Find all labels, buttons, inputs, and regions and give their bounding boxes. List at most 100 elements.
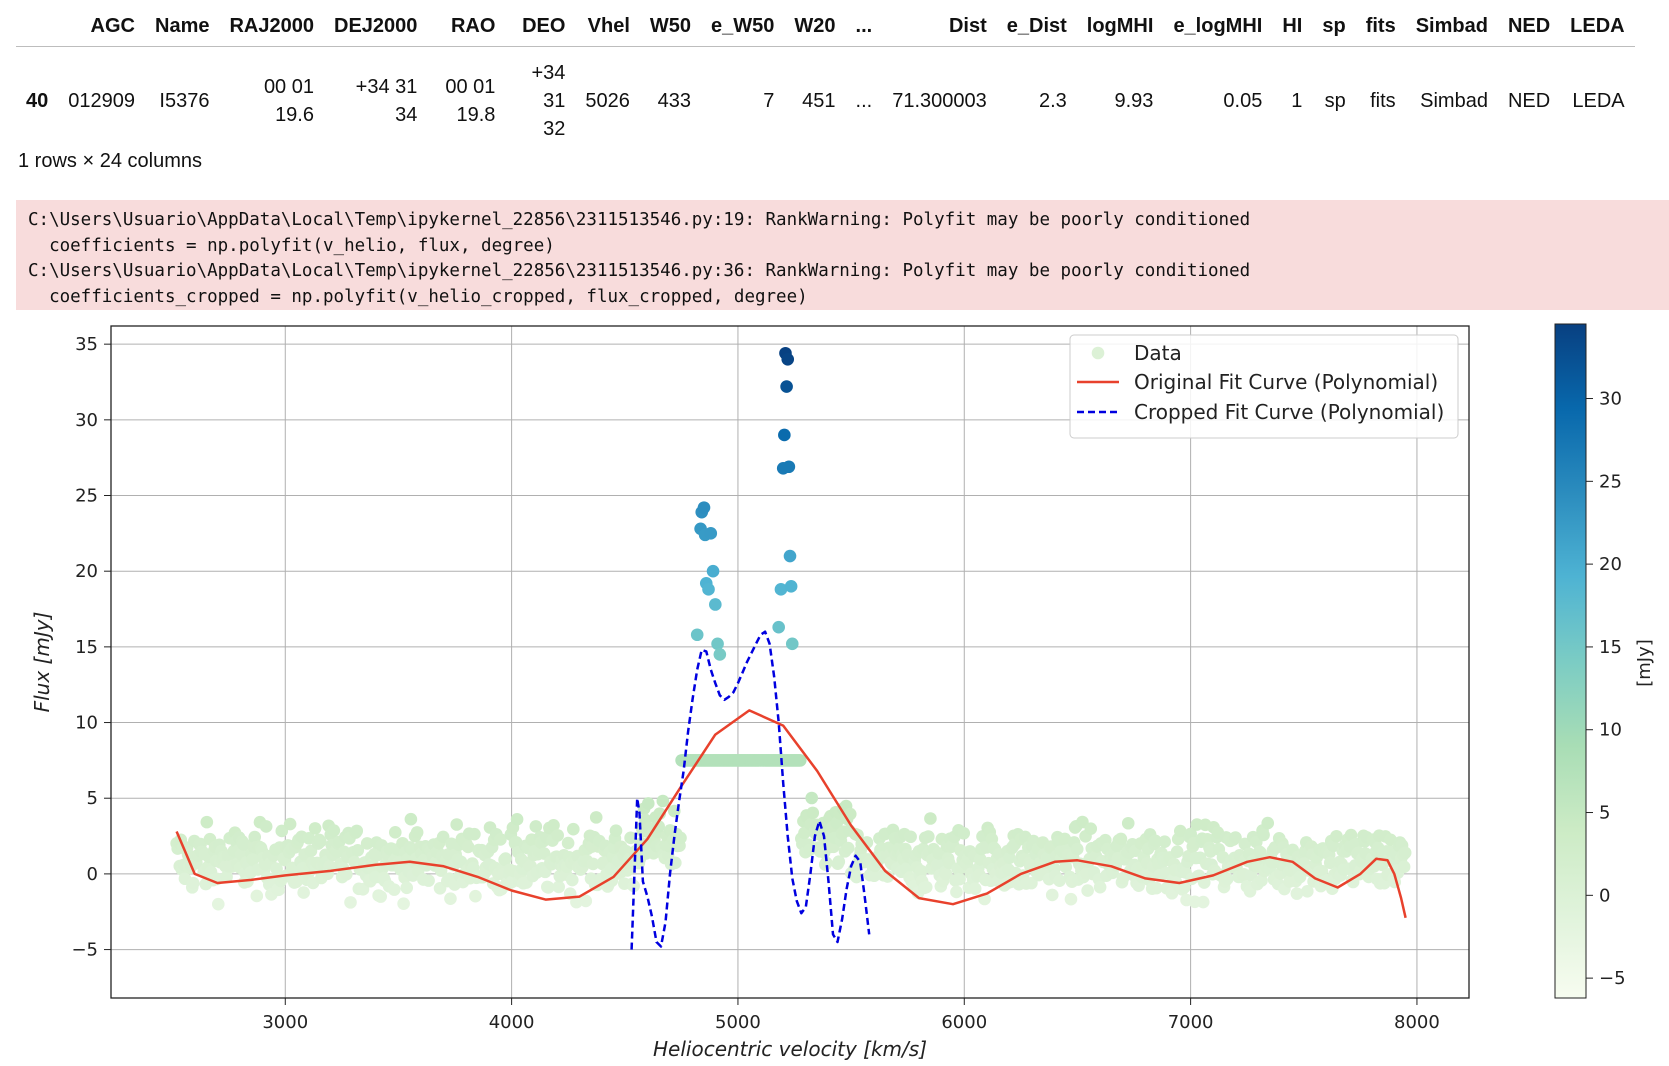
colorbar-tick-label: 5 xyxy=(1599,803,1610,824)
data-point xyxy=(1158,835,1171,848)
column-header: W20 xyxy=(784,0,846,47)
data-point xyxy=(248,830,262,844)
data-point xyxy=(1255,874,1268,887)
data-point xyxy=(499,852,512,865)
data-point xyxy=(351,843,365,857)
data-point xyxy=(529,820,543,833)
legend-label: Data xyxy=(1134,341,1182,365)
data-scatter xyxy=(170,346,1412,911)
data-point xyxy=(774,583,788,596)
column-header: e_Dist xyxy=(996,0,1077,47)
data-point xyxy=(781,352,795,366)
table-cell: 00 01 19.8 xyxy=(445,76,496,126)
data-point xyxy=(422,874,435,887)
data-point xyxy=(200,815,214,829)
data-point xyxy=(702,583,715,596)
legend-label: Original Fit Curve (Polynomial) xyxy=(1134,370,1438,394)
legend-label: Cropped Fit Curve (Polynomial) xyxy=(1134,400,1444,424)
column-header: ... xyxy=(845,0,883,47)
data-point xyxy=(1290,887,1304,900)
data-point xyxy=(1301,885,1314,898)
data-point xyxy=(314,835,327,848)
table-cell: 1 xyxy=(1291,90,1303,112)
data-point xyxy=(450,818,464,831)
column-header: sp xyxy=(1312,0,1356,47)
data-point xyxy=(567,822,580,836)
warning-line: C:\Users\Usuario\AppData\Local\Temp\ipyk… xyxy=(28,261,1251,281)
data-point xyxy=(919,880,933,894)
data-point xyxy=(561,836,575,850)
data-point xyxy=(468,827,481,841)
dataframe-table: AGC Name RAJ2000 DEJ2000 RAO DEO Vhel W50 e_W50 W… xyxy=(16,0,1635,155)
x-tick-label: 7000 xyxy=(1168,1012,1214,1033)
data-point xyxy=(344,896,357,909)
column-header: Dist xyxy=(882,0,997,47)
data-point xyxy=(290,875,303,889)
data-point xyxy=(914,864,928,878)
colorbar-tick-label: 10 xyxy=(1599,720,1622,741)
data-point xyxy=(1398,846,1412,860)
data-point xyxy=(709,598,722,611)
column-header: LEDA xyxy=(1560,0,1635,47)
data-point xyxy=(461,840,475,854)
original-fit-curve xyxy=(175,709,1407,919)
data-point xyxy=(259,820,273,833)
colorbar-tick-label: 30 xyxy=(1599,389,1622,410)
data-point xyxy=(830,816,844,830)
data-point xyxy=(778,428,791,442)
table-cell: 5026 xyxy=(585,90,630,112)
data-point xyxy=(444,892,457,905)
colorbar-tick-label: 0 xyxy=(1599,885,1610,906)
column-header: NED xyxy=(1497,0,1561,47)
data-point xyxy=(469,889,482,903)
y-tick-label: 0 xyxy=(87,864,98,885)
legend-box xyxy=(1069,334,1459,439)
colorbar-tick-label: 25 xyxy=(1599,471,1622,492)
data-point xyxy=(186,876,200,890)
data-point xyxy=(953,872,966,886)
data-point xyxy=(397,897,410,910)
data-point xyxy=(652,820,665,833)
data-point xyxy=(350,824,364,838)
data-point xyxy=(1220,872,1234,886)
data-point xyxy=(547,818,560,832)
data-point xyxy=(1170,845,1184,859)
data-point xyxy=(494,833,507,846)
x-axis-label: Heliocentric velocity [km/s] xyxy=(653,1037,927,1061)
column-header: DEO xyxy=(505,0,576,47)
table-cell: 7 xyxy=(763,90,775,112)
data-point xyxy=(832,855,846,868)
data-point xyxy=(1149,834,1162,848)
warning-line: coefficients_cropped = np.polyfit(v_heli… xyxy=(28,286,808,307)
data-point xyxy=(950,885,963,899)
colorbar-tick-label: 20 xyxy=(1599,554,1622,575)
data-point xyxy=(570,895,583,909)
data-point xyxy=(697,501,711,514)
data-point xyxy=(579,894,593,908)
cropped-fit-curve xyxy=(630,630,871,950)
table-cell: +34 31 32 xyxy=(531,62,566,140)
warning-output: C:\Users\Usuario\AppData\Local\Temp\ipyk… xyxy=(16,200,1669,310)
data-point xyxy=(881,870,895,883)
y-axis-ticks: −5 0 5 10 15 20 25 30 35 xyxy=(71,334,111,961)
data-point xyxy=(1229,831,1242,844)
data-point xyxy=(1173,824,1187,838)
data-point xyxy=(627,879,640,893)
data-point xyxy=(308,822,322,835)
x-tick-label: 8000 xyxy=(1394,1012,1440,1033)
data-point xyxy=(820,856,833,870)
data-point xyxy=(780,380,793,393)
data-point xyxy=(356,883,370,896)
data-point xyxy=(1025,876,1038,890)
data-point xyxy=(806,806,820,820)
table-cell: NED xyxy=(1507,90,1551,112)
data-point xyxy=(641,797,655,810)
data-point xyxy=(656,794,670,808)
data-point xyxy=(784,580,798,593)
data-point xyxy=(589,811,603,824)
column-header: AGC xyxy=(58,0,145,47)
data-point xyxy=(586,857,600,871)
data-point xyxy=(690,628,704,642)
data-point xyxy=(805,791,819,805)
warning-line: coefficients = np.polyfit(v_helio, flux,… xyxy=(28,235,555,256)
